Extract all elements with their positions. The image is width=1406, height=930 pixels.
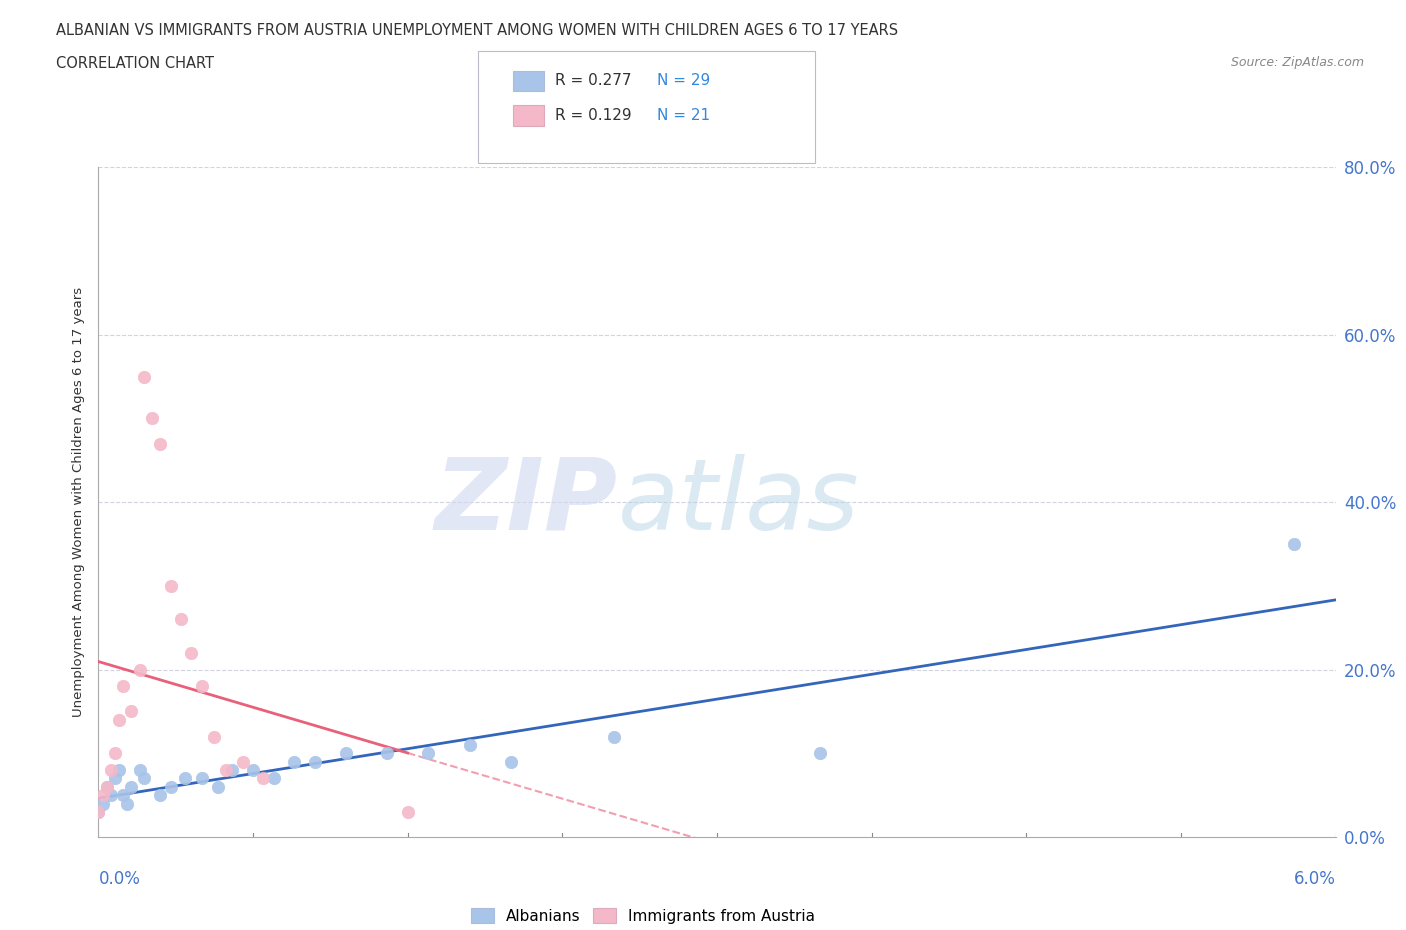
Text: 6.0%: 6.0% <box>1294 870 1336 887</box>
Text: 0.0%: 0.0% <box>98 870 141 887</box>
Point <box>120 779 142 794</box>
Point <box>396 804 419 819</box>
Point <box>108 712 131 727</box>
Point <box>335 746 357 761</box>
Point <box>117 796 139 811</box>
Point <box>304 754 326 769</box>
Point <box>104 746 127 761</box>
Point <box>190 679 212 694</box>
Point <box>174 771 197 786</box>
Point <box>180 645 202 660</box>
Y-axis label: Unemployment Among Women with Children Ages 6 to 17 years: Unemployment Among Women with Children A… <box>72 287 86 717</box>
Point <box>132 771 155 786</box>
Point <box>375 746 398 761</box>
Point <box>808 746 831 761</box>
Point <box>283 754 305 769</box>
Point <box>91 796 114 811</box>
Point <box>170 612 193 627</box>
Point <box>221 763 243 777</box>
Point <box>112 679 135 694</box>
Point <box>149 788 172 803</box>
Legend: Albanians, Immigrants from Austria: Albanians, Immigrants from Austria <box>464 901 821 930</box>
Point <box>207 779 229 794</box>
Point <box>242 763 264 777</box>
Point <box>96 779 118 794</box>
Point <box>159 779 181 794</box>
Point <box>87 804 110 819</box>
Text: atlas: atlas <box>619 454 859 551</box>
Point <box>100 788 122 803</box>
Point <box>1284 537 1306 551</box>
Point <box>141 411 163 426</box>
Point <box>263 771 285 786</box>
Point <box>603 729 626 744</box>
Point <box>132 369 155 384</box>
Point <box>128 763 150 777</box>
Text: CORRELATION CHART: CORRELATION CHART <box>56 56 214 71</box>
Point <box>149 436 172 451</box>
Point <box>252 771 274 786</box>
Text: Source: ZipAtlas.com: Source: ZipAtlas.com <box>1230 56 1364 69</box>
Point <box>499 754 522 769</box>
Point <box>418 746 440 761</box>
Text: N = 29: N = 29 <box>657 73 710 88</box>
Point <box>91 788 114 803</box>
Text: R = 0.277: R = 0.277 <box>555 73 631 88</box>
Point <box>87 804 110 819</box>
Text: ALBANIAN VS IMMIGRANTS FROM AUSTRIA UNEMPLOYMENT AMONG WOMEN WITH CHILDREN AGES : ALBANIAN VS IMMIGRANTS FROM AUSTRIA UNEM… <box>56 23 898 38</box>
Point <box>120 704 142 719</box>
Text: N = 21: N = 21 <box>657 108 710 123</box>
Text: R = 0.129: R = 0.129 <box>555 108 631 123</box>
Point <box>112 788 135 803</box>
Text: ZIP: ZIP <box>434 454 619 551</box>
Point <box>458 737 481 752</box>
Point <box>190 771 212 786</box>
Point <box>108 763 131 777</box>
Point <box>128 662 150 677</box>
Point <box>232 754 254 769</box>
Point <box>100 763 122 777</box>
Point <box>215 763 238 777</box>
Point <box>96 779 118 794</box>
Point <box>104 771 127 786</box>
Point <box>159 578 181 593</box>
Point <box>202 729 225 744</box>
